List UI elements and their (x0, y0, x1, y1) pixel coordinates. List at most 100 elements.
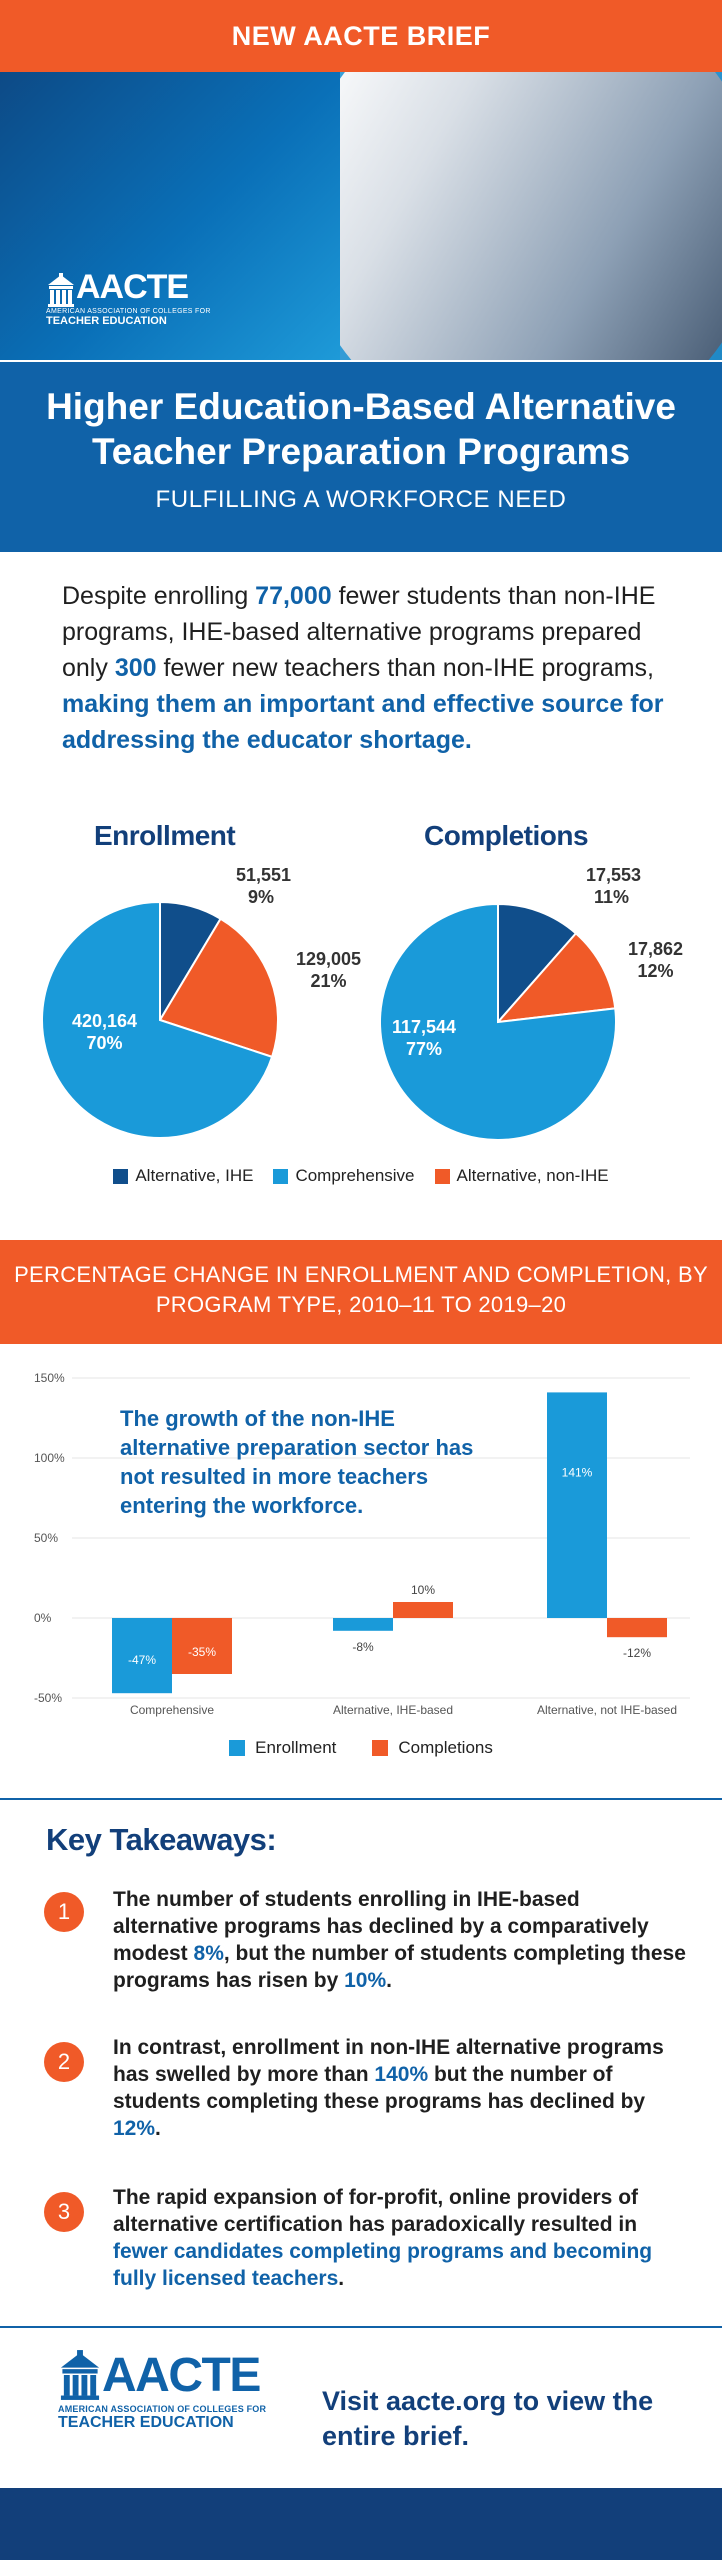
pie-legend: Alternative, IHE Comprehensive Alternati… (0, 1166, 722, 1186)
bar-value-label: -47% (128, 1653, 156, 1667)
intro-text-1: Despite enrolling (62, 582, 256, 610)
hero-logo-sub1: AMERICAN ASSOCIATION OF COLLEGES FOR (46, 308, 211, 315)
page-subtitle: FULFILLING A WORKFORCE NEED (155, 486, 567, 513)
takeaways-title: Key Takeaways: (46, 1822, 277, 1857)
banner-text: NEW AACTE BRIEF (231, 20, 491, 51)
legend-swatch (229, 1740, 246, 1756)
y-tick-label: 0% (34, 1611, 52, 1625)
enrollment-label-comprehensive: 420,164 70% (72, 1010, 137, 1054)
intro-text-3: fewer new teachers than non-IHE programs… (156, 654, 654, 682)
legend-label: Alternative, non-IHE (456, 1166, 609, 1185)
completions-label-alt-ihe: 17,553 11% (586, 864, 641, 908)
legend-label: Comprehensive (295, 1166, 415, 1185)
takeaway-number-3: 3 (44, 2192, 84, 2232)
intro-emphasis: making them an important and effective s… (62, 690, 664, 754)
bar-completions-0 (172, 1618, 232, 1674)
title-line1: Higher Education-Based Alternative (46, 386, 676, 427)
bar-chart: 150% 100% 50% 0% -50% -47% -8% 141% -35% 10% -12% C… (34, 1371, 690, 1717)
footer-cta[interactable]: Visit aacte.org to view the entire brief… (322, 2386, 654, 2451)
bar-completions-2 (607, 1618, 667, 1638)
legend-swatch (372, 1740, 389, 1756)
completions-alt-nonihe-value: 17,862 (628, 939, 684, 959)
completions-slice-1 (495, 931, 617, 1024)
completions-alt-ihe-pct: 11% (594, 887, 630, 907)
completions-alt-nonihe-pct: 12% (637, 961, 674, 981)
bar-completions-1 (393, 1602, 453, 1618)
takeaway-text: . (155, 2117, 161, 2140)
y-tick-label: 50% (34, 1531, 58, 1545)
takeaway-text: The rapid expansion of for-profit, onlin… (113, 2186, 639, 2236)
x-category-label: Alternative, IHE-based (333, 1703, 453, 1717)
y-tick-label: 150% (34, 1371, 65, 1385)
takeaway-highlight: 10% (344, 1969, 387, 1992)
enrollment-comprehensive-value: 420,164 (72, 1011, 138, 1031)
y-tick-label: 100% (34, 1451, 65, 1465)
footer-logo: AACTE AMERICAN ASSOCIATION OF COLLEGES F… (58, 2350, 266, 2432)
enrollment-label-alt-nonihe: 129,005 21% (296, 948, 361, 992)
footer-logo-sub2: TEACHER EDUCATION (58, 2414, 234, 2431)
bar-value-label: 10% (411, 1583, 435, 1597)
bar-chart-annotation: The growth of the non-IHE alternative pr… (120, 1406, 474, 1518)
legend-alt-ihe: Alternative, IHE (113, 1166, 253, 1186)
page-title: Higher Education-Based Alternative Teach… (0, 384, 722, 474)
bar-enrollment-2 (547, 1392, 607, 1618)
completions-comprehensive-value: 117,544 (392, 1017, 457, 1037)
takeaway-highlight: 140% (374, 2063, 429, 2086)
takeaway-highlight: 12% (113, 2117, 156, 2140)
takeaway-highlight: fewer candidates completing programs and… (113, 2240, 653, 2290)
takeaway-3: The rapid expansion of for-profit, onlin… (113, 2184, 688, 2292)
title-line2: Teacher Preparation Programs (91, 431, 631, 472)
bar-value-label: -35% (188, 1645, 216, 1659)
legend-swatch (113, 1168, 129, 1184)
intro-number-2: 300 (114, 654, 157, 682)
takeaway-text: . (338, 2267, 345, 2290)
takeaway-highlight: 8% (193, 1942, 224, 1965)
schoolhouse-icon (48, 273, 74, 307)
x-category-label: Alternative, not IHE-based (537, 1703, 677, 1717)
pie-charts (41, 900, 617, 1141)
top-banner: NEW AACTE BRIEF (0, 0, 722, 72)
divider (0, 1798, 722, 1800)
takeaway-number-2: 2 (44, 2042, 84, 2082)
takeaway-2: In contrast, enrollment in non-IHE alter… (113, 2034, 688, 2142)
bar-enrollment-1 (333, 1618, 393, 1631)
completions-slice-2 (379, 902, 617, 1141)
bar-chart-banner: PERCENTAGE CHANGE IN ENROLLMENT AND COMP… (0, 1240, 722, 1344)
enrollment-comprehensive-pct: 70% (86, 1033, 123, 1053)
hero-logo-sub2: TEACHER EDUCATION (46, 315, 167, 327)
schoolhouse-icon (60, 2350, 100, 2400)
legend-label: Enrollment (255, 1738, 337, 1757)
completions-label-alt-nonihe: 17,862 12% (628, 938, 683, 982)
footer-logo-word: AACTE (102, 2349, 261, 2402)
completions-comprehensive-pct: 77% (406, 1039, 443, 1059)
completions-label-comprehensive: 117,544 77% (392, 1016, 456, 1060)
bar-legend: Enrollment Completions (0, 1738, 722, 1758)
intro-number-1: 77,000 (255, 582, 332, 610)
hero-photo-left (0, 72, 340, 360)
takeaway-text: but the number of students completing th… (113, 2063, 646, 2113)
legend-swatch (434, 1168, 450, 1184)
takeaway-text: In contrast, enrollment in non-IHE alter… (113, 2036, 664, 2086)
enrollment-alt-ihe-value: 51,551 (236, 865, 292, 885)
x-category-label: Comprehensive (130, 1703, 214, 1717)
y-tick-label: -50% (34, 1691, 62, 1705)
bar-value-label: -8% (352, 1640, 374, 1654)
hero-logo: AACTE AMERICAN ASSOCIATION OF COLLEGES F… (46, 268, 211, 327)
legend-completions: Completions (372, 1738, 493, 1758)
enrollment-slice-1 (158, 917, 279, 1059)
completions-pie-title: Completions (424, 820, 589, 851)
bar-value-label: 141% (562, 1465, 593, 1479)
legend-label: Alternative, IHE (135, 1166, 254, 1185)
legend-label: Completions (398, 1738, 493, 1757)
completions-slice-0 (497, 902, 578, 1025)
title-block: Higher Education-Based Alternative Teach… (0, 362, 722, 552)
legend-enrollment: Enrollment (229, 1738, 336, 1758)
legend-swatch (273, 1168, 289, 1184)
legend-comprehensive: Comprehensive (273, 1166, 415, 1186)
takeaway-text: , but the number of students completing … (113, 1942, 686, 1992)
takeaway-number-1: 1 (44, 1892, 84, 1932)
bar-value-label: -12% (623, 1646, 651, 1660)
intro-paragraph: Despite enrolling 77,000 fewer students … (62, 578, 672, 758)
takeaway-text: The number of students enrolling in IHE-… (113, 1888, 649, 1965)
hero-logo-word: AACTE (76, 268, 189, 306)
